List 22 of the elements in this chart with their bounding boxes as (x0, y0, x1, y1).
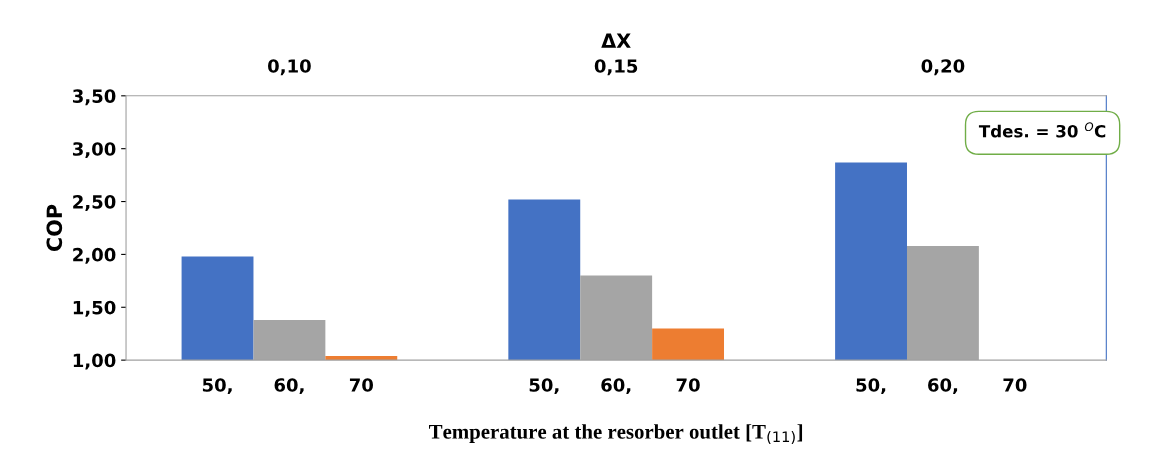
series-label: 50, (202, 378, 232, 395)
y-tick-label: 2,00 (73, 247, 116, 264)
x-tick-label: 0,15 (594, 59, 638, 76)
x-tick-label: 0,10 (268, 59, 311, 76)
text: 70 (676, 378, 700, 392)
text: 50, (529, 378, 559, 395)
x2-axis-title: ΔX (601, 33, 631, 48)
x-axis-title: Temperature at the resorber outlet [T$_{(11)}$] (429, 424, 803, 444)
series-label: 60, (274, 378, 304, 395)
series-label: 70 (349, 378, 373, 392)
y-tick-label: 2,50 (73, 195, 116, 211)
annotation: Tdes. = 30 $^{O}$C (978, 122, 1106, 138)
y-tick-label: 3,50 (72, 89, 116, 106)
text: 60, (601, 378, 631, 395)
text: 70 (1003, 378, 1027, 392)
y-tick-label: 1,50 (73, 300, 116, 317)
x-tick-label: 0,20 (921, 59, 965, 76)
text: 60, (928, 378, 958, 395)
text: 50, (856, 378, 886, 395)
y-axis-title: COP (46, 204, 63, 252)
y-tick-label: 3,00 (72, 142, 116, 159)
y-tick-label: 1,00 (73, 353, 116, 370)
